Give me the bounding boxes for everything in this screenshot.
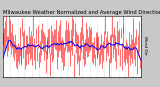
Y-axis label: Wind Dir.: Wind Dir. [143,36,147,56]
Text: Milwaukee Weather Normalized and Average Wind Direction (Last 24 Hours): Milwaukee Weather Normalized and Average… [3,10,160,15]
